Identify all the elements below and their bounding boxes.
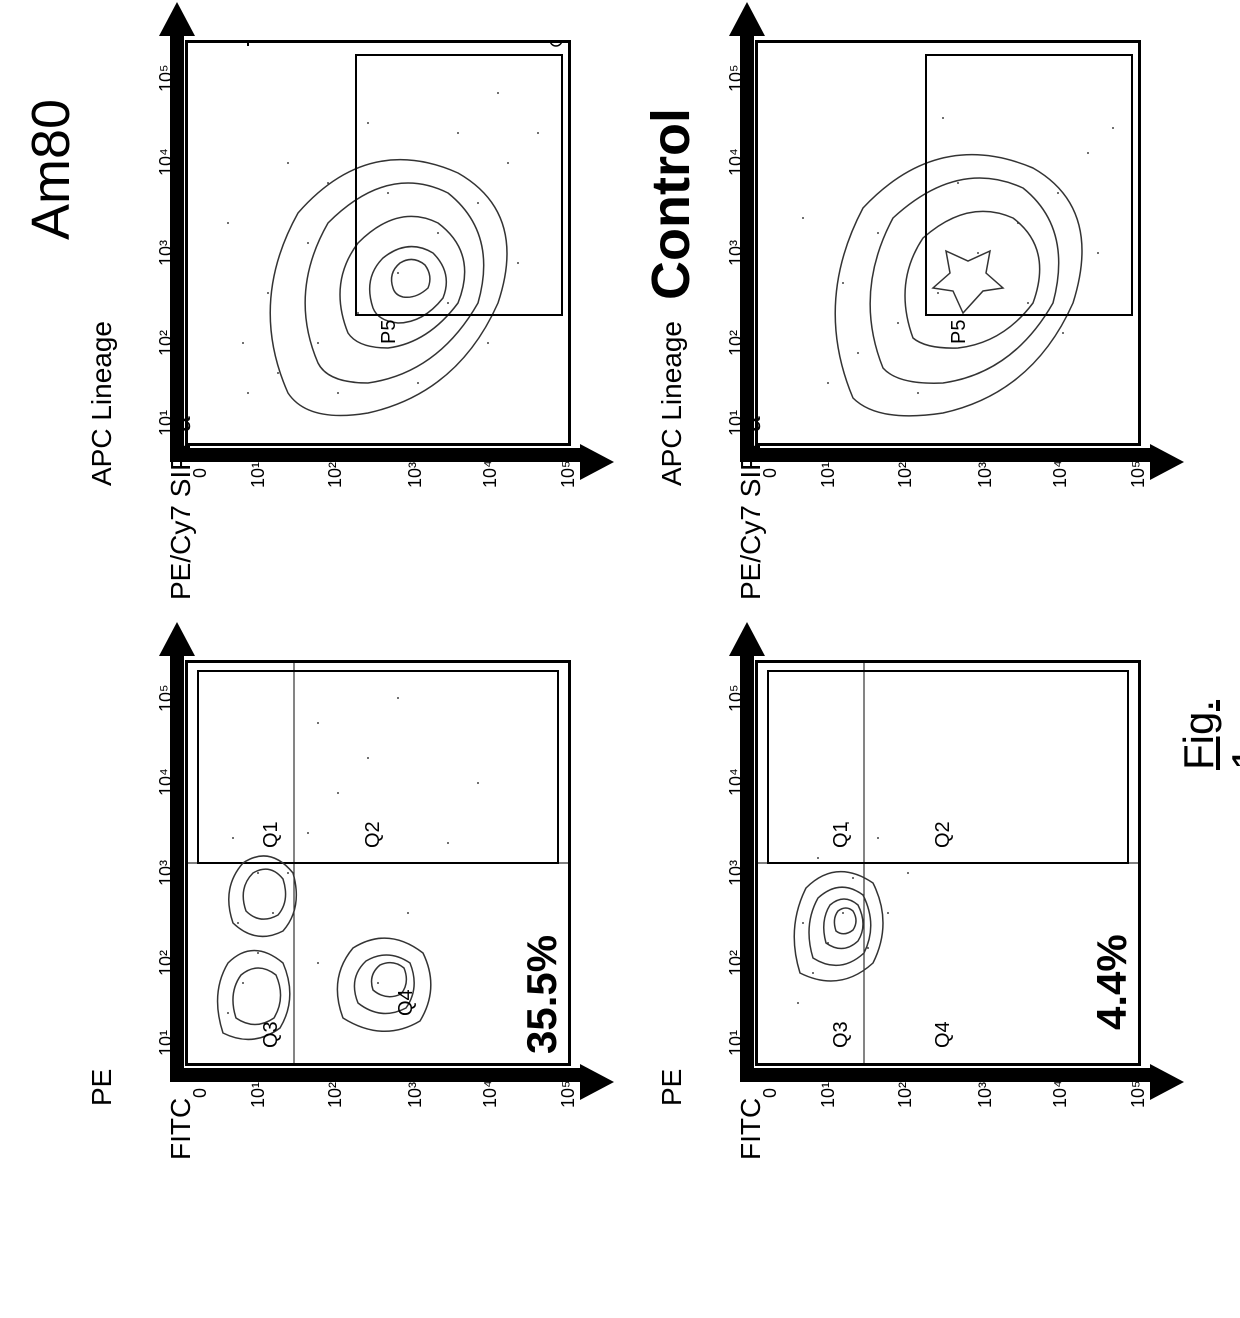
y-axis-label: PE — [656, 1069, 688, 1106]
x-tick: 10¹ — [248, 1082, 269, 1108]
x-tick: 10² — [895, 462, 916, 488]
x-axis-arrowhead — [1150, 444, 1184, 480]
gate-label: P5 — [948, 320, 971, 344]
x-axis-arrowhead — [580, 1064, 614, 1100]
x-tick: 10² — [325, 462, 346, 488]
x-axis-arrowhead — [580, 444, 614, 480]
y-axis-arrowhead — [729, 2, 765, 36]
row-title-control: Control — [640, 108, 702, 300]
x-axis-arrow — [170, 1068, 580, 1082]
x-tick: 10⁵ — [558, 1081, 579, 1108]
quadrant-label: Q3 — [260, 1021, 283, 1048]
plot-box — [755, 660, 1141, 1066]
x-tick: 10⁵ — [558, 461, 579, 488]
x-tick: 10⁴ — [1050, 1080, 1071, 1108]
quadrant-label: Q1 — [830, 821, 853, 848]
y-tick: 10¹ — [156, 410, 177, 436]
y-tick: 10⁴ — [156, 148, 177, 176]
quadrant-label: Q1 — [260, 821, 283, 848]
x-tick: 10¹ — [818, 1082, 839, 1108]
panel-control-right: FITC PE 0 10¹ 10² 10³ 10⁴ 10⁵ 10¹ 10² 10… — [700, 660, 1150, 1220]
contour-plot — [758, 43, 1138, 443]
x-tick: 10² — [895, 1082, 916, 1108]
quadrant-label: Q2 — [932, 821, 955, 848]
x-axis-arrow — [740, 1068, 1150, 1082]
x-axis-label: FITC — [165, 1098, 197, 1160]
panel-control-left: PE/Cy7 SIRPa APC Lineage 0 10¹ 10² 10³ 1… — [700, 40, 1150, 600]
y-tick: 10⁴ — [726, 148, 747, 176]
y-axis-label: APC Lineage — [656, 321, 688, 486]
x-tick: 10¹ — [818, 462, 839, 488]
y-tick: 10³ — [726, 240, 747, 266]
gate-label: P5 — [378, 320, 401, 344]
y-tick: 10¹ — [726, 1030, 747, 1056]
y-axis-label: APC Lineage — [86, 321, 118, 486]
x-tick: 10³ — [405, 462, 426, 488]
x-tick: 10⁵ — [1128, 1081, 1149, 1108]
plot-box — [185, 40, 571, 446]
y-tick: 10² — [726, 330, 747, 356]
y-tick: 10⁵ — [156, 65, 177, 92]
y-tick: 10⁴ — [726, 768, 747, 796]
x-tick: 0 — [190, 1088, 211, 1098]
y-tick: 10⁴ — [156, 768, 177, 796]
x-axis-label: FITC — [735, 1098, 767, 1160]
figure-caption: Fig. 1 — [1175, 700, 1240, 770]
y-axis-label: PE — [86, 1069, 118, 1106]
y-tick: 10³ — [156, 240, 177, 266]
x-tick: 0 — [760, 1088, 781, 1098]
y-tick: 10¹ — [156, 1030, 177, 1056]
contour-plot — [188, 663, 568, 1063]
row-title-am80: Am80 — [20, 99, 82, 240]
contour-plot — [758, 663, 1138, 1063]
plot-box — [755, 40, 1141, 446]
x-tick: 10⁴ — [480, 460, 501, 488]
x-tick: 10³ — [405, 1082, 426, 1108]
x-tick: 0 — [760, 468, 781, 478]
x-tick: 10³ — [975, 462, 996, 488]
contour-plot — [188, 43, 568, 443]
y-tick: 10⁵ — [726, 65, 747, 92]
y-tick: 10² — [156, 950, 177, 976]
quadrant-label: Q4 — [395, 989, 418, 1016]
x-axis-arrow — [740, 448, 1150, 462]
quadrant-label: Q4 — [932, 1021, 955, 1048]
x-tick: 0 — [190, 468, 211, 478]
y-tick: 10³ — [726, 860, 747, 886]
plot-box — [185, 660, 571, 1066]
panel-am80-left: PE/Cy7 SIRPa APC Lineage 0 10¹ 10² 10³ 1… — [130, 40, 580, 600]
x-axis-label: PE/Cy7 SIRPa — [735, 416, 767, 600]
y-tick: 10² — [156, 330, 177, 356]
x-tick: 10² — [325, 1082, 346, 1108]
y-tick: 10⁵ — [726, 685, 747, 712]
percent-label: 4.4% — [1088, 934, 1136, 1030]
x-tick: 10³ — [975, 1082, 996, 1108]
x-axis-label: PE/Cy7 SIRPa — [165, 416, 197, 600]
y-tick: 10² — [726, 950, 747, 976]
x-tick: 10¹ — [248, 462, 269, 488]
y-axis-arrowhead — [159, 2, 195, 36]
percent-label: 35.5% — [518, 935, 566, 1054]
quadrant-label: Q3 — [830, 1021, 853, 1048]
x-tick: 10⁴ — [1050, 460, 1071, 488]
y-axis-arrowhead — [159, 622, 195, 656]
x-tick: 10⁴ — [480, 1080, 501, 1108]
x-axis-arrowhead — [1150, 1064, 1184, 1100]
panel-am80-right: FITC PE 0 10¹ 10² 10³ 10⁴ 10⁵ 10¹ 10² 10… — [130, 660, 580, 1220]
x-tick: 10⁵ — [1128, 461, 1149, 488]
y-tick: 10³ — [156, 860, 177, 886]
quadrant-label: Q2 — [362, 821, 385, 848]
y-tick: 10¹ — [726, 410, 747, 436]
x-axis-arrow — [170, 448, 580, 462]
y-axis-arrowhead — [729, 622, 765, 656]
y-tick: 10⁵ — [156, 685, 177, 712]
